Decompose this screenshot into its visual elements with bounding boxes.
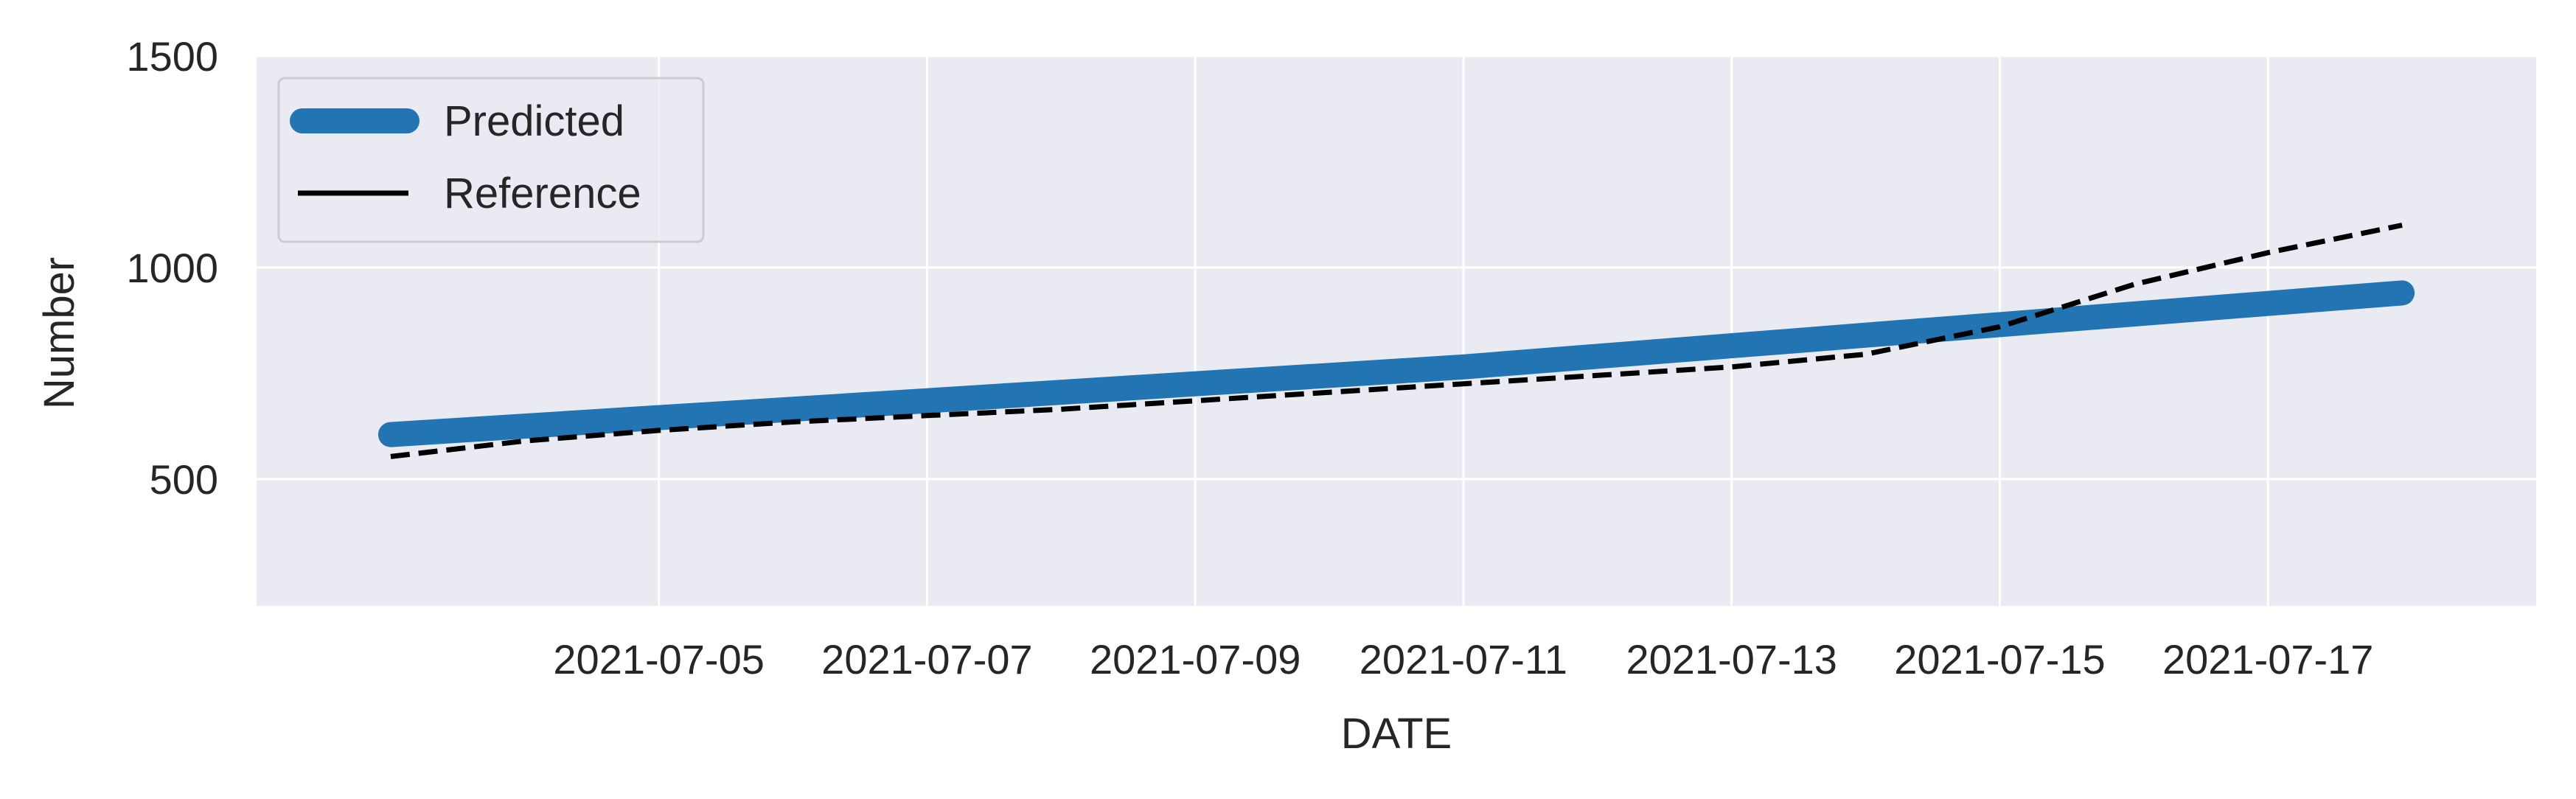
x-tick-label: 2021-07-07 [821,636,1032,683]
y-axis-label: Number [35,257,83,409]
x-tick-label: 2021-07-05 [553,636,764,683]
series-line-reference [390,223,2403,459]
legend-reference-label: Reference [444,170,641,217]
x-tick-label: 2021-07-13 [1626,636,1837,683]
y-tick-label: 1000 [126,245,218,291]
series-layer [377,223,2415,459]
series-line-predicted [377,280,2415,447]
x-tick-label: 2021-07-09 [1090,636,1301,683]
x-axis-label: DATE [1341,710,1452,758]
x-tick-label: 2021-07-17 [2162,636,2373,683]
legend-predicted-label: Predicted [444,97,624,145]
x-tick-label: 2021-07-11 [1360,636,1567,683]
y-tick-label: 1500 [126,33,218,80]
x-tick-label: 2021-07-15 [1894,636,2105,683]
legend: Predicted Reference [277,77,705,243]
y-tick-label: 500 [150,456,218,503]
grid [257,55,2536,606]
tick-labels: 2021-07-05 2021-07-07 2021-07-09 2021-07-11… [126,33,2373,683]
